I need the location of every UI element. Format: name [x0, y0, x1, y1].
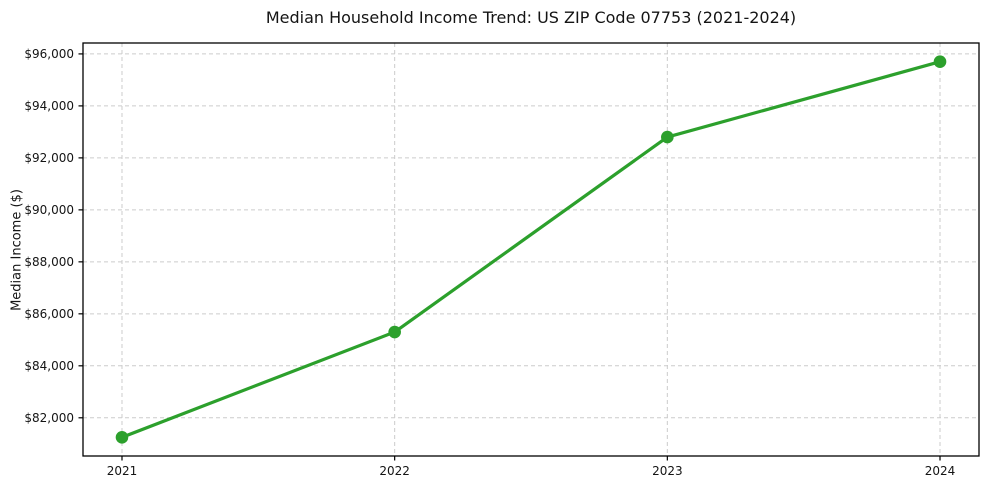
y-tick-label: $90,000	[24, 203, 74, 217]
data-point	[661, 130, 674, 144]
data-point	[115, 430, 129, 444]
y-tick-label: $88,000	[24, 255, 74, 269]
data-point	[933, 55, 947, 69]
trend-line	[120, 60, 942, 439]
x-tick-label: 2023	[652, 464, 683, 478]
data-point	[388, 325, 401, 339]
x-tick-label: 2021	[107, 464, 138, 478]
plot-border	[82, 42, 980, 457]
y-tick-label: $86,000	[24, 307, 74, 321]
y-tick-label: $94,000	[24, 99, 74, 113]
chart-title: Median Household Income Trend: US ZIP Co…	[265, 8, 797, 27]
x-tick-label: 2024	[925, 464, 956, 478]
x-tick-label: 2022	[379, 464, 410, 478]
y-tick-label: $82,000	[24, 411, 74, 425]
y-tick-label: $96,000	[24, 47, 74, 61]
y-tick-label: $92,000	[24, 151, 74, 165]
y-tick-label: $84,000	[24, 359, 74, 373]
